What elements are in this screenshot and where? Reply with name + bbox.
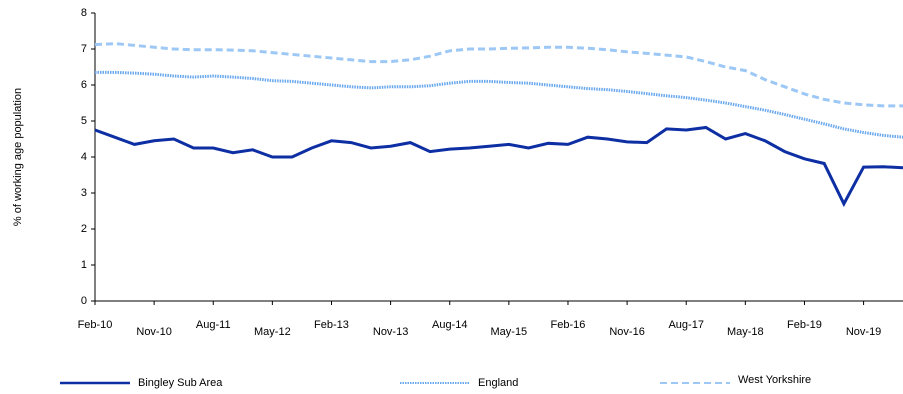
x-tick-label: Nov-16 xyxy=(609,326,644,338)
x-tick-label: Feb-19 xyxy=(787,319,822,331)
x-tick-label: Aug-14 xyxy=(432,319,467,331)
x-tick-label: Feb-13 xyxy=(314,319,349,331)
series-line xyxy=(94,42,903,108)
x-tick-label: Feb-10 xyxy=(78,319,113,331)
y-tick-label: 1 xyxy=(81,259,87,271)
series-line xyxy=(95,70,903,139)
x-tick-label: Nov-10 xyxy=(136,326,171,338)
x-tick-label: Nov-19 xyxy=(846,326,881,338)
legend-label: Bingley Sub Area xyxy=(138,377,223,389)
y-tick-label: 5 xyxy=(81,115,87,127)
y-tick-label: 8 xyxy=(81,7,87,19)
x-tick-label: Aug-11 xyxy=(196,319,231,331)
x-tick-label: May-15 xyxy=(491,326,528,338)
x-tick-label: Nov-13 xyxy=(373,326,408,338)
legend-label: West Yorkshire xyxy=(738,374,811,386)
y-tick-label: 2 xyxy=(81,223,87,235)
y-axis-label: % of working age population xyxy=(12,88,24,226)
x-tick-label: May-18 xyxy=(727,326,764,338)
x-tick-label: Aug-17 xyxy=(668,319,703,331)
y-tick-label: 7 xyxy=(81,43,87,55)
series-line xyxy=(94,125,903,208)
y-tick-label: 3 xyxy=(81,187,87,199)
x-tick-label: Feb-16 xyxy=(551,319,586,331)
x-tick-label: May-12 xyxy=(254,326,291,338)
legend-label: England xyxy=(478,377,518,389)
y-tick-label: 6 xyxy=(81,79,87,91)
y-tick-label: 0 xyxy=(81,295,87,307)
y-tick-label: 4 xyxy=(81,151,87,163)
